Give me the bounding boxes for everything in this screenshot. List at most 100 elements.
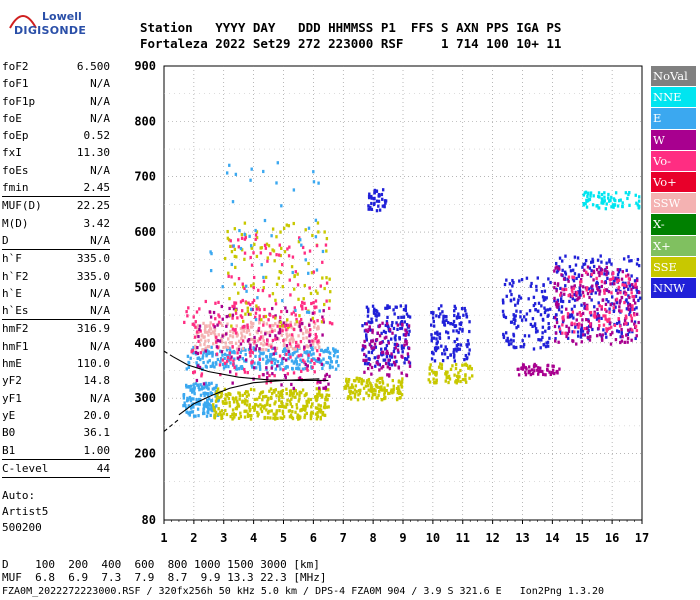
echo-point [508,282,512,286]
echo-point [327,393,331,397]
echo-point [311,316,315,320]
echo-point [387,361,390,365]
echo-point [366,310,370,314]
echo-point [234,301,238,305]
echo-point [386,324,390,328]
echo-point [262,351,265,355]
echo-point [377,312,380,316]
echo-point [344,384,347,388]
echo-point [230,262,234,267]
echo-point [280,400,284,404]
echo-point [307,397,310,401]
echo-point [314,218,318,222]
echo-point [273,374,276,378]
echo-point [249,354,252,358]
logo-arc-icon [9,15,37,29]
echo-point [443,320,446,324]
echo-point [537,338,540,342]
echo-point [194,414,197,418]
echo-point [313,361,316,366]
echo-point [592,264,596,269]
echo-point [315,244,319,248]
echo-point [196,407,200,411]
echo-point [387,339,390,344]
echo-point [598,333,602,337]
echo-point [255,344,258,348]
echo-point [188,384,191,389]
echo-point [536,276,539,280]
echo-point [542,372,545,377]
digisonde-logo: Lowell DIGISONDE [4,8,94,42]
echo-point [249,349,253,353]
echo-point [395,386,399,391]
echo-point [522,315,526,319]
echo-point [397,386,400,390]
echo-point [376,378,380,382]
echo-point [248,332,252,336]
echo-point [567,279,570,283]
echo-point [289,402,292,406]
echo-point [273,328,276,333]
echo-point [259,407,263,411]
echo-point [264,246,268,250]
echo-point [184,403,187,408]
echo-point [513,315,516,319]
echo-point [621,270,625,274]
echo-point [222,412,225,416]
echo-point [274,314,277,318]
echo-point [621,335,624,339]
echo-point [261,289,265,293]
echo-point [288,399,292,403]
echo-point [297,399,300,403]
echo-point [216,393,219,398]
echo-point [562,277,566,281]
echo-point [390,337,393,341]
echo-point [571,330,574,334]
echo-point [452,329,455,333]
echo-point [321,260,324,264]
legend-item: W [651,129,696,150]
echo-point [308,286,311,290]
echo-point [519,310,522,314]
echo-point [316,395,319,399]
echo-point [624,274,628,278]
echo-point [349,396,353,400]
echo-point [436,340,439,344]
echo-point [270,364,274,368]
x-tick-label: 12 [485,531,499,545]
echo-point [362,379,365,383]
echo-point [327,355,331,359]
echo-point [445,347,449,352]
echo-point [364,384,368,388]
echo-point [228,401,231,405]
echo-point [200,387,203,391]
echo-point [393,342,397,346]
echo-point [243,257,246,261]
echo-point [467,366,470,370]
echo-point [323,401,326,406]
echo-point [466,344,469,349]
echo-point [626,322,629,326]
echo-point [587,319,590,323]
echo-point [286,318,289,322]
echo-point [471,374,474,378]
echo-point [285,392,288,396]
echo-point [199,351,203,355]
echo-point [236,316,239,320]
y-tick-label: 800 [134,114,156,128]
echo-point [468,320,471,324]
echo-point [586,272,589,276]
echo-point [310,358,313,363]
echo-point [297,354,300,358]
echo-point [330,322,334,326]
echo-point [582,202,585,206]
echo-point [252,275,256,280]
echo-point [381,379,384,384]
echo-point [557,308,561,312]
echo-point [383,199,387,203]
echo-point [198,402,201,406]
echo-point [246,412,250,416]
echo-point [632,298,636,302]
x-tick-label: 13 [515,531,529,545]
echo-point [621,201,624,205]
